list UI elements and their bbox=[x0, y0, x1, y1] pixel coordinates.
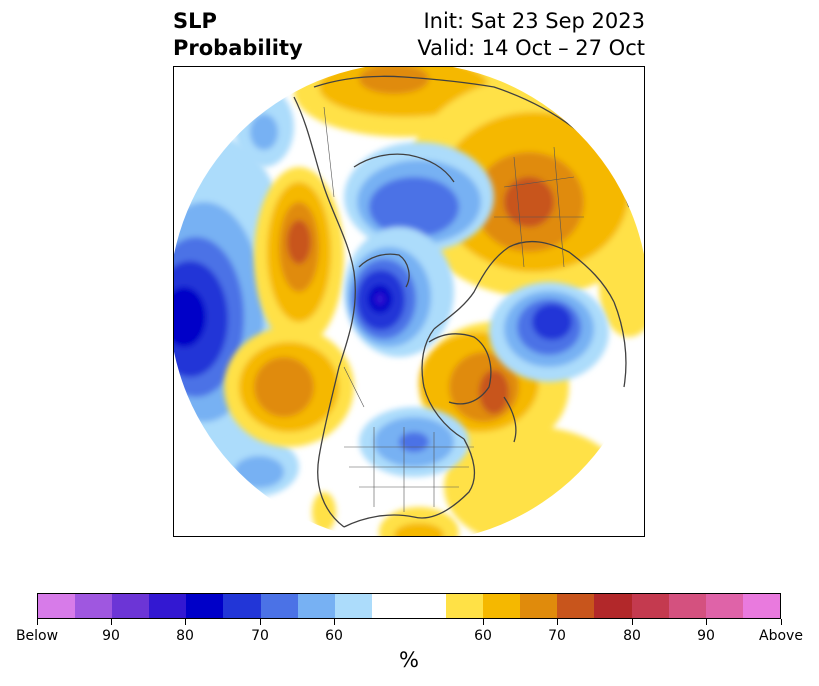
colorbar-tick-label: 80 bbox=[176, 628, 194, 644]
colorbar-segment bbox=[668, 594, 706, 618]
probability-map bbox=[174, 67, 644, 536]
colorbar-segment bbox=[742, 594, 780, 618]
colorbar-tick bbox=[632, 619, 633, 625]
colorbar-segment bbox=[557, 594, 595, 618]
init-date: Init: Sat 23 Sep 2023 bbox=[423, 9, 645, 33]
ne-pacific-high bbox=[224, 167, 354, 447]
colorbar-tick bbox=[37, 619, 38, 625]
colorbar bbox=[37, 593, 781, 619]
north-atlantic-low bbox=[489, 282, 609, 382]
colorbar-segment bbox=[631, 594, 669, 618]
colorbar-tick bbox=[706, 619, 707, 625]
us-low bbox=[359, 407, 469, 477]
colorbar-tick bbox=[557, 619, 558, 625]
colorbar-segment bbox=[260, 594, 298, 618]
map-frame bbox=[173, 66, 645, 537]
caribbean-high bbox=[312, 492, 459, 536]
colorbar-segment bbox=[149, 594, 187, 618]
colorbar-tick bbox=[483, 619, 484, 625]
colorbar-tick-label: Above bbox=[759, 628, 803, 644]
colorbar-tick-label: 90 bbox=[697, 628, 715, 644]
colorbar-tick bbox=[111, 619, 112, 625]
colorbar-segment bbox=[38, 594, 76, 618]
colorbar-segment bbox=[112, 594, 150, 618]
colorbar-segment bbox=[594, 594, 632, 618]
colorbar-tick bbox=[260, 619, 261, 625]
colorbar-tick-label: 60 bbox=[474, 628, 492, 644]
colorbar-tick bbox=[334, 619, 335, 625]
colorbar-segment bbox=[520, 594, 558, 618]
colorbar-segment bbox=[297, 594, 335, 618]
colorbar-segment bbox=[223, 594, 261, 618]
colorbar-unit-label: % bbox=[399, 648, 419, 672]
colorbar-tick bbox=[185, 619, 186, 625]
colorbar-tick-label: 70 bbox=[548, 628, 566, 644]
arctic-low bbox=[344, 142, 494, 357]
valid-range: Valid: 14 Oct – 27 Oct bbox=[417, 36, 645, 60]
colorbar-segment bbox=[186, 594, 224, 618]
colorbar-segment bbox=[705, 594, 743, 618]
title-variable: SLP bbox=[173, 9, 217, 33]
colorbar-tick-label: 90 bbox=[102, 628, 120, 644]
colorbar-tick bbox=[781, 619, 782, 625]
colorbar-segment bbox=[75, 594, 113, 618]
colorbar-tick-label: 70 bbox=[251, 628, 269, 644]
colorbar-segment bbox=[446, 594, 484, 618]
title-left: SLP Probability bbox=[173, 8, 303, 62]
title-field: Probability bbox=[173, 36, 303, 60]
colorbar-tick-label: 80 bbox=[623, 628, 641, 644]
colorbar-tick-label: Below bbox=[15, 628, 59, 644]
borders bbox=[323, 106, 584, 512]
colorbar-tick-label: 60 bbox=[325, 628, 343, 644]
colorbar-segment bbox=[334, 594, 372, 618]
colorbar-segment bbox=[483, 594, 521, 618]
colorbar-segment bbox=[371, 594, 447, 618]
title-right: Init: Sat 23 Sep 2023 Valid: 14 Oct – 27… bbox=[417, 8, 645, 62]
